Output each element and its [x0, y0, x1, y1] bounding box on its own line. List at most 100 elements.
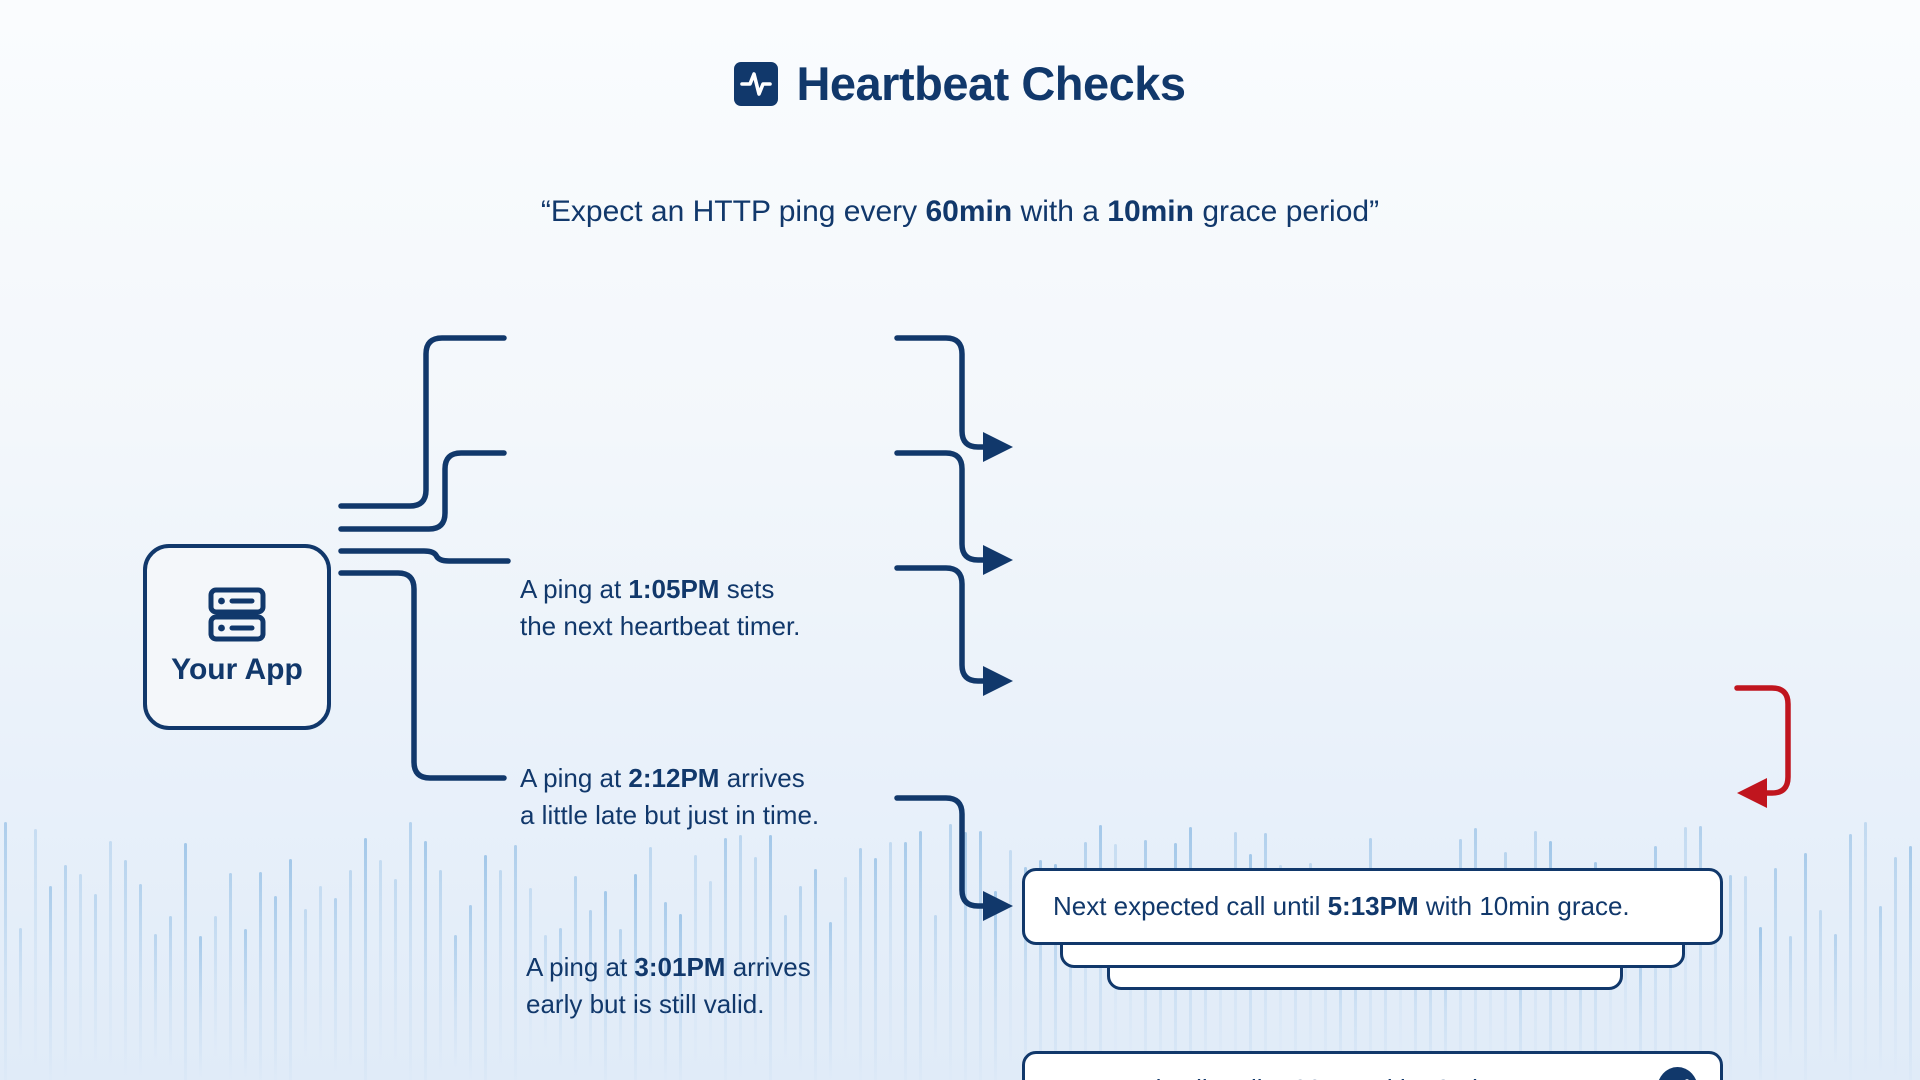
waveform-bar	[1744, 876, 1747, 1064]
waveform-bar	[559, 928, 562, 1069]
waveform-bar	[889, 842, 892, 1073]
page-subtitle: “Expect an HTTP ping every 60min with a …	[0, 195, 1920, 229]
wire-note-1-to-card-2	[894, 335, 987, 450]
waveform-bar	[169, 916, 172, 1069]
waveform-bar	[1444, 929, 1447, 1080]
waveform-bar	[724, 838, 727, 1080]
subtitle-text: with a	[1012, 195, 1108, 228]
waveform-bar	[1669, 896, 1672, 1074]
waveform-bar	[1774, 868, 1777, 1080]
waveform-bar	[514, 845, 517, 1080]
check-icon	[1658, 1067, 1697, 1080]
note-line: A ping at 1:05PM sets	[520, 574, 775, 604]
waveform-bar	[1819, 910, 1822, 1060]
waveform-bar	[304, 909, 307, 1058]
waveform-bar	[529, 888, 532, 1059]
note-line: A ping at 3:01PM arrives	[526, 952, 811, 982]
waveform-bar	[1684, 827, 1687, 1076]
note-ping-1-05: A ping at 1:05PM sets the next heartbeat…	[520, 571, 1920, 645]
waveform-bar	[79, 874, 82, 1064]
waveform-bar	[1699, 826, 1702, 1080]
waveform-bar	[1909, 846, 1912, 1080]
note-ping-2-12: A ping at 2:12PM arrives a little late b…	[520, 760, 1920, 834]
waveform-bar	[1579, 925, 1582, 1078]
wire-app-to-note-2	[338, 450, 507, 532]
waveform-bar	[1804, 853, 1807, 1080]
waveform-bar	[1024, 867, 1027, 1080]
waveform-bar	[259, 872, 262, 1080]
waveform-bar	[124, 860, 127, 1079]
waveform-bar	[34, 829, 37, 1073]
waveform-bar	[979, 831, 982, 1080]
status-text: Next expected call until 5:13PM with 10m…	[1053, 891, 1630, 921]
subtitle-grace: 10min	[1107, 195, 1194, 228]
wire-note-2-to-card-3	[894, 450, 987, 563]
waveform-bar	[1864, 822, 1867, 1079]
waveform-bar	[364, 838, 367, 1080]
note-line: A ping at 2:12PM arrives	[520, 763, 805, 793]
waveform-bar	[409, 822, 412, 1080]
waveform-bar	[1789, 936, 1792, 1059]
waveform-bar	[1894, 857, 1897, 1079]
waveform-bar	[904, 842, 907, 1080]
waveform-bar	[754, 857, 757, 1073]
waveform-bar	[649, 847, 652, 1078]
waveform-bar	[1069, 880, 1072, 1080]
status-card-6: Next expected call until 5:13PM with 10m…	[1022, 868, 1723, 945]
waveform-bar	[949, 824, 952, 1080]
waveform-bar	[604, 891, 607, 1080]
waveform-bar	[244, 929, 247, 1079]
waveform-bar	[349, 870, 352, 1072]
waveform-bar	[49, 886, 52, 1080]
waveform-bar	[694, 855, 697, 1070]
waveform-bar	[4, 822, 7, 1080]
note-ping-3-01: A ping at 3:01PM arrives early but is st…	[526, 949, 1920, 1023]
waveform-bar	[814, 869, 817, 1080]
note-line: a little late but just in time.	[520, 800, 820, 830]
waveform-bar	[619, 929, 622, 1064]
waveform-bar	[634, 874, 637, 1080]
waveform-bar	[319, 886, 322, 1060]
waveform-bar	[934, 915, 937, 1059]
waveform-bar	[19, 928, 22, 1056]
waveform-bar	[199, 936, 202, 1079]
your-app-label: Your App	[171, 653, 303, 686]
waveform-bar	[274, 896, 277, 1080]
wire-app-to-note-3	[338, 548, 511, 564]
waveform-bar	[1879, 906, 1882, 1074]
waveform-bar	[1729, 875, 1732, 1080]
waveform-bar	[574, 876, 577, 1078]
waveform-bar	[229, 873, 232, 1080]
page-header: Heartbeat Checks	[0, 56, 1920, 111]
waveform-bar	[334, 898, 337, 1075]
waveform-bar	[454, 935, 457, 1070]
subtitle-interval: 60min	[925, 195, 1013, 228]
waveform-bar	[679, 914, 682, 1080]
waveform-bar	[1354, 916, 1357, 1080]
waveform-bar	[769, 835, 772, 1080]
waveform-bar	[1429, 908, 1432, 1080]
waveform-bar	[739, 835, 742, 1080]
waveform-bar	[1204, 906, 1207, 1074]
status-text: Expected call until 1:00PM with 10min gr…	[1053, 1074, 1655, 1080]
waveform-bar	[784, 915, 787, 1062]
server-icon	[208, 587, 266, 642]
waveform-bar	[859, 848, 862, 1080]
waveform-bar	[154, 934, 157, 1062]
waveform-bar	[499, 870, 502, 1070]
wire-app-to-note-1	[338, 335, 507, 509]
subtitle-text: grace period”	[1193, 195, 1380, 228]
waveform-bar	[919, 831, 922, 1080]
waveform-bar	[484, 855, 487, 1080]
waveform-bar	[874, 858, 877, 1080]
waveform-bar	[139, 884, 142, 1078]
waveform-bar	[1519, 929, 1522, 1080]
status-card-1: Expected call until 1:00PM with 10min gr…	[1022, 1051, 1723, 1080]
waveform-bar	[1339, 929, 1342, 1078]
wire-app-to-note-5	[338, 570, 507, 781]
waveform-bar	[109, 841, 112, 1072]
waveform-bar	[64, 865, 67, 1080]
waveform-bar	[289, 859, 292, 1080]
waveform-bar	[1624, 904, 1627, 1057]
